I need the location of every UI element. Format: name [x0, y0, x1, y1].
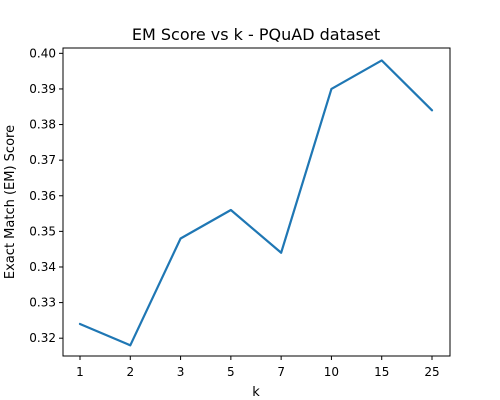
y-tick-label: 0.35: [29, 224, 56, 238]
series-layer: [78, 59, 434, 347]
y-tick-label: 0.37: [29, 153, 56, 167]
x-tick-label: 25: [424, 365, 439, 379]
x-tick-label: 3: [177, 365, 185, 379]
y-axis-ticks: 0.32 0.33 0.34 0.35 0.36 0.37 0.38 0.39 0.40: [29, 46, 63, 345]
y-tick-label: 0.33: [29, 296, 56, 310]
y-tick-label: 0.32: [29, 331, 56, 345]
y-tick-label: 0.34: [29, 260, 56, 274]
y-tick-label: 0.40: [29, 46, 56, 60]
plot-area-frame: [62, 47, 451, 357]
series-line-0: [78, 59, 434, 347]
y-tick-label: 0.38: [29, 118, 56, 132]
x-tick-label: 1: [76, 365, 84, 379]
chart-title: EM Score vs k - PQuAD dataset: [132, 25, 380, 44]
y-tick-label: 0.36: [29, 189, 56, 203]
y-tick-label: 0.39: [29, 82, 56, 96]
x-tick-label: 7: [277, 365, 285, 379]
y-axis-label: Exact Match (EM) Score: [3, 125, 18, 279]
x-axis-label: k: [252, 385, 260, 400]
x-tick-label: 5: [227, 365, 235, 379]
x-tick-label: 10: [324, 365, 339, 379]
x-axis-ticks: 1 2 3 5 7 10 15 25: [76, 356, 440, 379]
x-tick-label: 2: [126, 365, 134, 379]
x-tick-label: 15: [374, 365, 389, 379]
